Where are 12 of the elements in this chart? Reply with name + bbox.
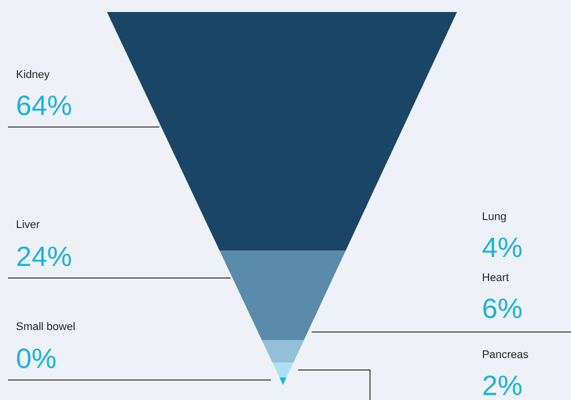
data-label: 0% <box>16 343 56 374</box>
category-label: Heart <box>482 272 509 284</box>
category-label: Small bowel <box>16 321 76 333</box>
category-label: Liver <box>16 219 40 231</box>
category-label: Pancreas <box>482 349 529 361</box>
category-label: Lung <box>482 211 506 223</box>
data-label: 24% <box>16 241 72 272</box>
data-label: 6% <box>482 293 522 324</box>
data-label: 64% <box>16 90 72 121</box>
data-label: 2% <box>482 370 522 400</box>
data-label: 4% <box>482 232 522 263</box>
category-label: Kidney <box>16 69 50 81</box>
